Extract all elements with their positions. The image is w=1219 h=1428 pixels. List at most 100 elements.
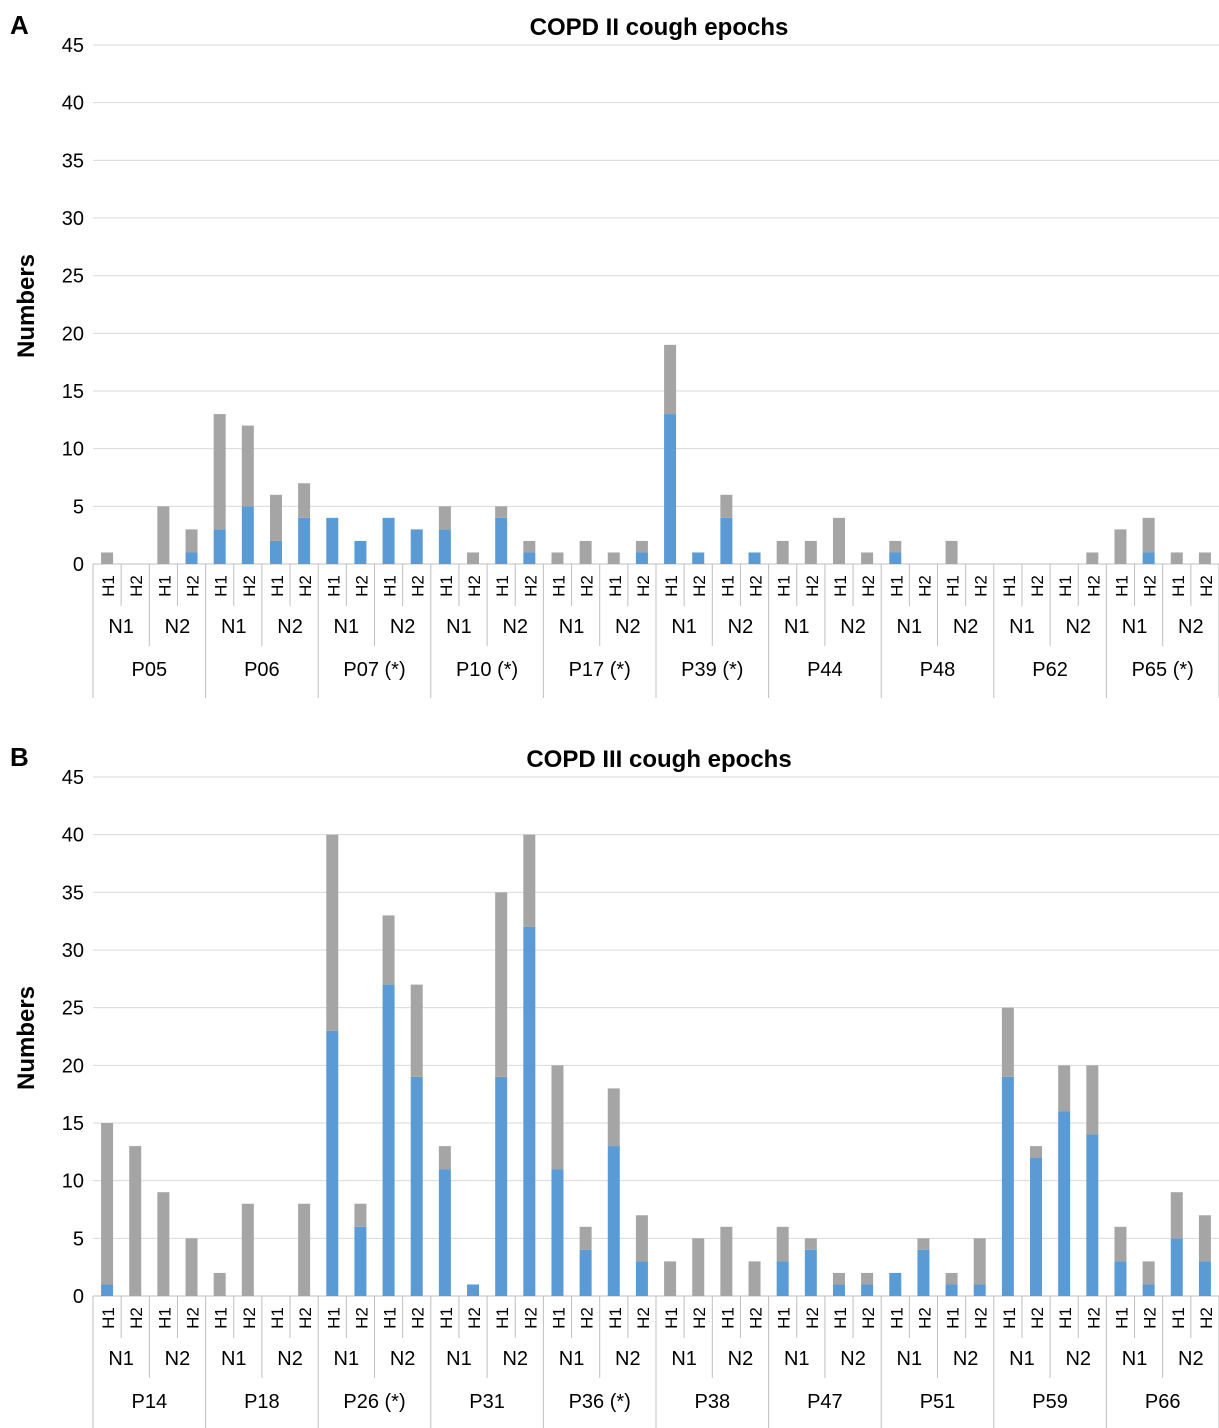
chart0-hour-label: H1 xyxy=(831,575,850,597)
chart0-hour-label: H2 xyxy=(409,575,428,597)
chart0-patient-label: P17 (*) xyxy=(569,659,631,681)
chart0-bar-gray xyxy=(832,517,845,564)
chart0-hour-label: H2 xyxy=(859,575,878,597)
chart-b-svg: B COPD III cough epochs Numbers 0 5 10 15 20 25 3… xyxy=(10,742,1219,1428)
chart1-night-label: N2 xyxy=(840,1348,866,1370)
chart0-bar-gray xyxy=(101,552,114,564)
chart0-hour-label: H2 xyxy=(634,575,653,597)
chart1-bar-gray xyxy=(523,834,536,927)
chart1-title: COPD III cough epochs xyxy=(526,746,791,773)
chart0-hour-label: H1 xyxy=(437,575,456,597)
chart1-y-tick-label: 45 xyxy=(62,767,84,789)
chart0-night-label: N2 xyxy=(390,616,416,638)
chart1-night-label: N2 xyxy=(615,1348,641,1370)
chart1-hour-label: H2 xyxy=(127,1307,146,1329)
chart0-hour-label: H1 xyxy=(662,575,681,597)
chart0-bar-blue xyxy=(692,552,705,564)
chart0-hour-label: H1 xyxy=(212,575,231,597)
chart0-bar-blue xyxy=(326,517,339,564)
chart0-hour-label: H2 xyxy=(521,575,540,597)
chart0-bar-gray xyxy=(861,552,874,564)
chart0-bar-blue xyxy=(720,517,733,564)
chart0-hour-label: H2 xyxy=(184,575,203,597)
chart1-night-label: N1 xyxy=(1009,1348,1035,1370)
chart1-night-label: N2 xyxy=(502,1348,528,1370)
chart1-hour-label: H1 xyxy=(493,1307,512,1329)
chart1-bar-blue xyxy=(1086,1134,1099,1296)
chart0-y-tick-label: 5 xyxy=(73,496,84,518)
chart0-hour-label: H1 xyxy=(718,575,737,597)
chart1-night-label: N2 xyxy=(1178,1348,1204,1370)
chart0-patient-label: P10 (*) xyxy=(456,659,518,681)
chart1-bar-blue xyxy=(607,1146,620,1296)
chart0-bar-gray xyxy=(945,540,958,564)
chart0-bar-gray xyxy=(1086,552,1099,564)
chart1-bar-gray xyxy=(185,1238,198,1296)
chart1-patient-label: P26 (*) xyxy=(343,1391,405,1413)
chart0-night-label: N1 xyxy=(334,616,360,638)
chart1-bar-blue xyxy=(917,1249,930,1296)
chart1-bar-blue xyxy=(467,1284,480,1296)
chart0-bar-gray xyxy=(157,506,170,564)
chart1-night-label: N2 xyxy=(277,1348,303,1370)
chart1-bar-blue xyxy=(889,1272,902,1296)
chart0-bar-gray xyxy=(523,540,536,553)
chart0-bar-gray xyxy=(467,552,480,564)
chart0-bar-blue xyxy=(185,552,198,564)
chart1-bar-gray xyxy=(861,1272,874,1285)
chart1-bar-blue xyxy=(354,1226,367,1296)
chart1-y-tick-label: 25 xyxy=(62,998,84,1020)
chart1-hour-label: H2 xyxy=(352,1307,371,1329)
chart0-bar-gray xyxy=(664,344,677,415)
chart1-bar-blue xyxy=(438,1169,451,1296)
chart1-bar-gray xyxy=(945,1272,958,1285)
chart1-hour-label: H2 xyxy=(1028,1307,1047,1329)
chart0-bar-gray xyxy=(889,540,902,553)
chart1-bar-gray xyxy=(1114,1226,1127,1262)
chart0-bar-blue xyxy=(382,517,395,564)
chart1-bar-gray xyxy=(1058,1065,1071,1112)
chart1-bar-blue xyxy=(635,1261,648,1296)
chart1-hour-label: H2 xyxy=(803,1307,822,1329)
chart0-night-label: N1 xyxy=(221,616,247,638)
chart1-bar-gray xyxy=(101,1123,114,1285)
chart0-night-label: N1 xyxy=(559,616,585,638)
chart0-hour-label: H2 xyxy=(803,575,822,597)
chart1-bar-gray xyxy=(692,1238,705,1296)
chart1-hour-label: H1 xyxy=(662,1307,681,1329)
chart0-hour-label: H1 xyxy=(155,575,174,597)
chart1-hour-label: H1 xyxy=(268,1307,287,1329)
chart1-bar-blue xyxy=(101,1284,114,1296)
chart1-night-label: N1 xyxy=(1122,1348,1148,1370)
chart1-hour-label: H2 xyxy=(521,1307,540,1329)
chart1-bar-blue xyxy=(861,1284,874,1296)
chart1-patient-label: P47 xyxy=(807,1391,843,1413)
chart0-bar-gray xyxy=(551,552,564,564)
chart0-hour-label: H2 xyxy=(127,575,146,597)
chart0-bar-gray xyxy=(804,540,817,564)
chart1-hour-label: H1 xyxy=(887,1307,906,1329)
chart1-bar-blue xyxy=(1001,1076,1014,1296)
chart1-hour-label: H2 xyxy=(1084,1307,1103,1329)
chart-a-svg: A COPD II cough epochs Numbers 0 5 10 15 20 25 30… xyxy=(10,10,1219,698)
chart1-hour-label: H1 xyxy=(437,1307,456,1329)
chart1-hour-label: H1 xyxy=(944,1307,963,1329)
chart0-night-label: N2 xyxy=(1178,616,1204,638)
chart1-bar-blue xyxy=(495,1076,508,1296)
chart0-y-tick-label: 25 xyxy=(62,266,84,288)
chart1-night-label: N1 xyxy=(108,1348,134,1370)
chart0-patient-label: P48 xyxy=(920,659,956,681)
chart0-y-tick-label: 10 xyxy=(62,439,84,461)
chart1-bar-blue xyxy=(1170,1238,1183,1296)
chart0-y-tick-label: 20 xyxy=(62,323,84,345)
chart1-hour-label: H1 xyxy=(99,1307,118,1329)
chart0-hour-label: H1 xyxy=(606,575,625,597)
chart1-hour-label: H2 xyxy=(1197,1307,1216,1329)
chart1-bar-gray xyxy=(917,1238,930,1250)
chart1-y-axis-label: Numbers xyxy=(13,986,40,1090)
chart0-hour-label: H2 xyxy=(1141,575,1160,597)
chart0-night-label: N2 xyxy=(615,616,641,638)
chart1-bar-gray xyxy=(438,1146,451,1170)
chart1-bar-blue xyxy=(1142,1284,1155,1296)
chart1-y-tick-label: 30 xyxy=(62,940,84,962)
